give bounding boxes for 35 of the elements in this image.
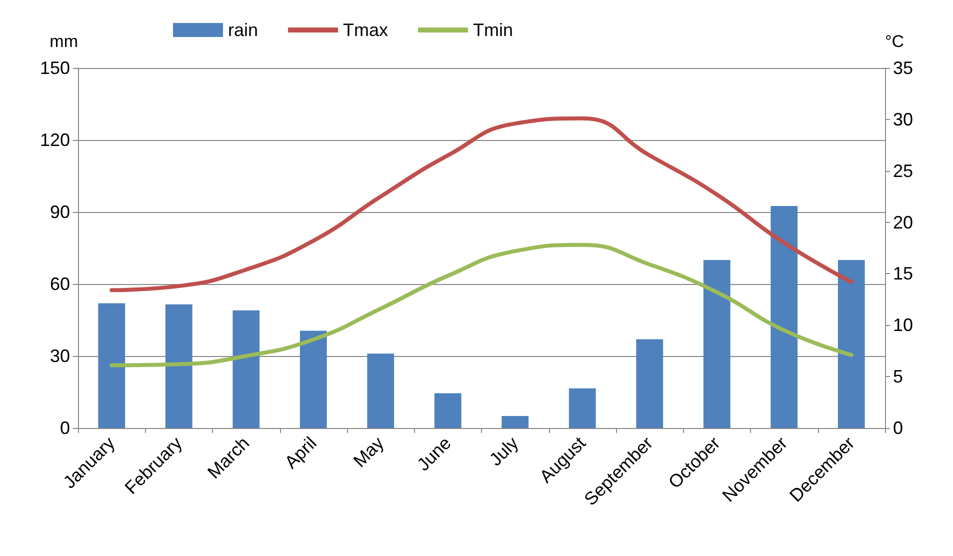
legend-label: Tmin [473, 20, 514, 40]
bar [300, 330, 327, 428]
y-tick-label: 150 [40, 58, 70, 78]
bar [434, 393, 462, 428]
y2-tick-label: 35 [893, 58, 914, 78]
bar [770, 206, 798, 428]
bar [367, 354, 394, 428]
bar [98, 303, 126, 428]
y-tick-label: 60 [50, 274, 70, 294]
y-tick-label: 120 [40, 130, 70, 150]
y2-tick-label: 15 [893, 264, 914, 284]
y-tick-label: 90 [50, 202, 70, 222]
y2-tick-label: 0 [893, 418, 904, 438]
bar [636, 339, 664, 428]
y2-tick-label: 5 [893, 366, 904, 387]
y-tick-label: 30 [50, 346, 70, 366]
y2-tick-label: 20 [893, 212, 914, 232]
line-series [110, 116, 854, 292]
x-tick-label: May [350, 432, 388, 472]
bar [568, 388, 596, 428]
y2-tick-label: 25 [893, 160, 914, 181]
bar [703, 260, 730, 428]
line-series [110, 242, 854, 368]
y2-tick-label: 30 [893, 109, 914, 130]
legend-label: Tmax [343, 20, 388, 40]
bar [838, 260, 865, 428]
bar [502, 416, 529, 428]
y-axis-title: mm [50, 32, 78, 51]
bar [232, 310, 260, 428]
bar [165, 304, 192, 428]
y-tick-label: 0 [60, 418, 70, 438]
legend-label: rain [228, 20, 258, 40]
x-tick-label: July [485, 432, 522, 470]
y2-tick-label: 10 [893, 315, 914, 336]
y2-axis-title: °C [885, 32, 904, 51]
